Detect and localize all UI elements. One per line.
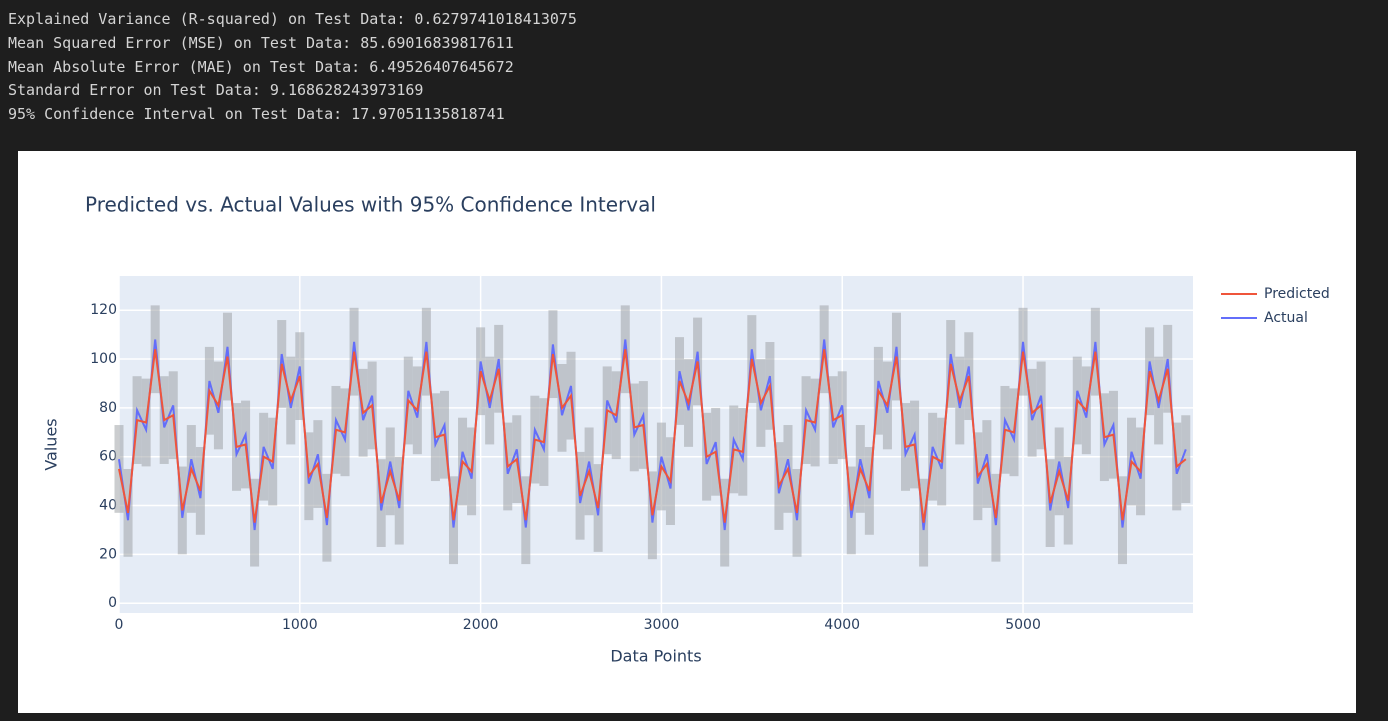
x-tick-label: 3000 [644, 617, 680, 633]
y-tick-label: 60 [99, 449, 117, 465]
y-tick-label: 40 [99, 498, 117, 514]
output-line: Mean Squared Error (MSE) on Test Data: 8… [8, 33, 514, 52]
output: Explained Variance (R-squared) on Test D… [8, 8, 577, 127]
legend-label: Predicted [1264, 286, 1330, 302]
series-line [118, 349, 1187, 523]
output-line: Explained Variance (R-squared) on Test D… [8, 10, 577, 28]
y-tick-label: 20 [99, 546, 117, 562]
x-tick-label: 5000 [1005, 617, 1041, 633]
x-tick-label: 0 [115, 617, 124, 633]
chart: Predicted vs. Actual Values with 95% Con… [18, 151, 1356, 713]
output-line: Mean Absolute Error (MAE) on Test Data: … [8, 57, 514, 76]
y-tick-label: 120 [90, 302, 117, 318]
y-tick-label: 0 [108, 595, 117, 611]
output-line: 95% Confidence Interval on Test Data: 17… [8, 105, 505, 124]
series-line [118, 339, 1187, 531]
x-tick-label: 2000 [463, 617, 499, 633]
y-tick-label: 80 [99, 400, 117, 416]
x-tick-label: 4000 [824, 617, 860, 633]
chart-title: Predicted vs. Actual Values with 95% Con… [85, 193, 656, 217]
y-axis-label: Values [42, 418, 61, 470]
legend-label: Actual [1264, 310, 1308, 326]
y-tick-label: 100 [90, 351, 117, 367]
output-line: Standard Error on Test Data: 9.168628243… [8, 81, 424, 100]
x-tick-label: 1000 [282, 617, 318, 633]
confidence-band [1181, 415, 1191, 504]
x-axis-label: Data Points [610, 647, 701, 666]
